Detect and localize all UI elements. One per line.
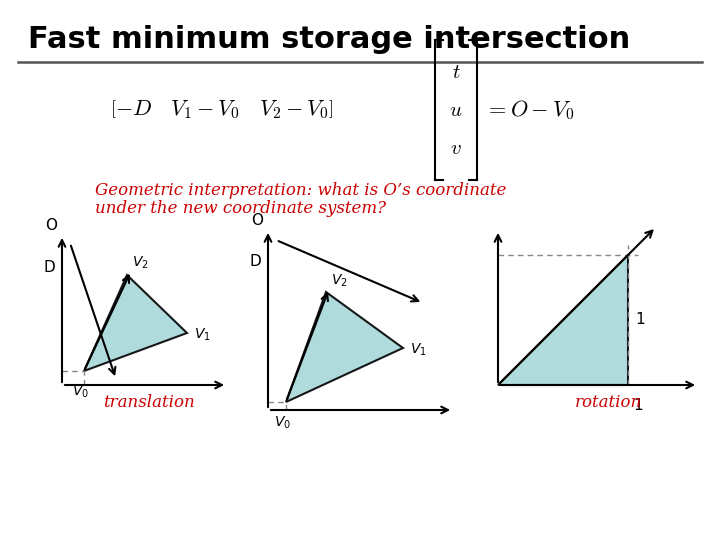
Text: translation: translation <box>103 394 195 411</box>
Text: O: O <box>45 218 57 233</box>
Text: rotation: rotation <box>575 394 642 411</box>
Polygon shape <box>286 292 403 402</box>
Text: Fast minimum storage intersection: Fast minimum storage intersection <box>28 25 630 54</box>
Text: $V_0$: $V_0$ <box>274 415 290 431</box>
Text: $\left[-D \quad V_1-V_0 \quad V_2-V_0\right]$: $\left[-D \quad V_1-V_0 \quad V_2-V_0\ri… <box>110 99 333 122</box>
Text: D: D <box>249 254 261 269</box>
Text: 1: 1 <box>635 313 644 327</box>
Text: $= O-V_0$: $= O-V_0$ <box>485 98 574 122</box>
Polygon shape <box>84 275 187 371</box>
Text: under the new coordinate system?: under the new coordinate system? <box>95 200 386 217</box>
Text: $v$: $v$ <box>450 138 462 158</box>
Text: $V_1$: $V_1$ <box>410 342 427 358</box>
Text: $V_2$: $V_2$ <box>132 254 149 271</box>
Text: $u$: $u$ <box>449 100 463 120</box>
Polygon shape <box>498 255 628 385</box>
Text: D: D <box>43 260 55 274</box>
Text: $V_0$: $V_0$ <box>71 384 89 400</box>
Text: O: O <box>251 213 263 228</box>
Text: $t$: $t$ <box>451 62 460 82</box>
Text: $V_2$: $V_2$ <box>331 273 348 289</box>
Text: 1: 1 <box>633 398 643 413</box>
Text: $V_1$: $V_1$ <box>194 327 211 343</box>
Text: Geometric interpretation: what is O’s coordinate: Geometric interpretation: what is O’s co… <box>95 182 506 199</box>
